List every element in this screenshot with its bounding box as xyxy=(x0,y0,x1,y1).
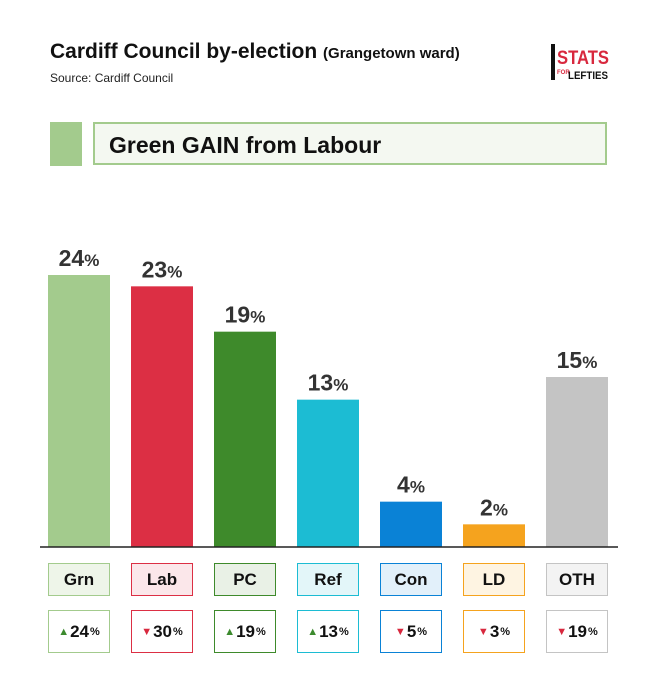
bar-value-suffix: % xyxy=(582,353,597,372)
bar-ld xyxy=(463,524,525,547)
change-suffix: % xyxy=(500,625,511,638)
bar-value-label: 19% xyxy=(225,302,266,328)
change-value: 5 xyxy=(406,621,417,641)
logo-bar xyxy=(551,44,555,80)
bar-value-number: 4 xyxy=(397,472,410,498)
bar-value-label: 4% xyxy=(397,472,425,498)
bar-value-number: 24 xyxy=(59,245,85,271)
logo-lefties: LEFTIES xyxy=(568,70,608,82)
change-suffix: % xyxy=(588,625,598,638)
bar-value-label: 24% xyxy=(59,245,100,271)
chart-title: Cardiff Council by-election (Grangetown … xyxy=(50,40,460,64)
bar-con xyxy=(380,501,442,547)
bar-value-suffix: % xyxy=(410,478,425,497)
banner-swatch xyxy=(50,122,82,166)
title-subtitle: (Grangetown ward) xyxy=(323,45,460,62)
change-suffix: % xyxy=(90,625,100,638)
change-value: 19 xyxy=(236,621,256,641)
party-label-pc: PC xyxy=(214,563,276,596)
change-value: 13 xyxy=(319,621,339,641)
source-note: Source: Cardiff Council xyxy=(50,71,174,85)
triangle-down-icon: ▼ xyxy=(477,625,489,638)
bar-grn xyxy=(48,275,110,547)
bar-value-number: 23 xyxy=(142,256,168,282)
title-main: Cardiff Council by-election xyxy=(50,40,318,63)
bar-value-suffix: % xyxy=(84,251,99,270)
triangle-up-icon: ▲ xyxy=(58,625,70,638)
change-suffix: % xyxy=(417,625,428,638)
banner-text: Green GAIN from Labour xyxy=(109,132,382,158)
change-box-ld: ▼ 3% xyxy=(463,610,525,653)
result-banner: Green GAIN from Labour xyxy=(93,122,607,165)
triangle-up-icon: ▲ xyxy=(307,625,319,638)
triangle-up-icon: ▲ xyxy=(224,625,236,638)
party-label-grn: Grn xyxy=(48,563,110,596)
bar-value-number: 15 xyxy=(557,347,583,373)
bar-value-label: 13% xyxy=(308,370,349,396)
bar-value-suffix: % xyxy=(167,262,182,281)
bar-pc xyxy=(214,331,276,547)
bar-value-number: 19 xyxy=(225,302,251,328)
change-suffix: % xyxy=(339,625,349,638)
logo-stats: STATS xyxy=(557,48,609,69)
party-label-ref: Ref xyxy=(297,563,359,596)
party-label-lab: Lab xyxy=(131,563,193,596)
bar-lab xyxy=(131,286,193,547)
change-value: 19 xyxy=(568,621,588,641)
change-box-grn: ▲ 24% xyxy=(48,610,110,653)
bar-value-suffix: % xyxy=(250,308,265,327)
change-box-ref: ▲ 13% xyxy=(297,610,359,653)
bar-value-label: 15% xyxy=(557,347,598,373)
stats-for-lefties-logo: STATS FOR LEFTIES xyxy=(551,44,609,82)
logo-for: FOR xyxy=(557,70,570,76)
triangle-down-icon: ▼ xyxy=(394,625,406,638)
bar-value-suffix: % xyxy=(333,376,348,395)
change-box-lab: ▼ 30% xyxy=(131,610,193,653)
triangle-down-icon: ▼ xyxy=(141,625,153,638)
party-label-ld: LD xyxy=(463,563,525,596)
change-box-pc: ▲ 19% xyxy=(214,610,276,653)
bar-ref xyxy=(297,399,359,547)
change-value: 3 xyxy=(489,621,500,641)
change-box-oth: ▼ 19% xyxy=(546,610,608,653)
change-box-con: ▼ 5% xyxy=(380,610,442,653)
vote-share-bar-chart: 24% 23%19%13%4%2%15% xyxy=(40,245,618,548)
change-suffix: % xyxy=(256,625,266,638)
party-label-con: Con xyxy=(380,563,442,596)
party-label-oth: OTH xyxy=(546,563,608,596)
bar-value-number: 2 xyxy=(480,494,493,520)
triangle-down-icon: ▼ xyxy=(556,625,568,638)
bar-value-label: 2% xyxy=(480,494,508,520)
bar-value-suffix: % xyxy=(493,500,508,519)
bar-value-number: 13 xyxy=(308,370,334,396)
change-value: 30 xyxy=(153,621,173,641)
bar-value-label: 23% xyxy=(142,256,183,282)
change-value: 24 xyxy=(70,621,90,641)
change-suffix: % xyxy=(173,625,183,638)
bar-oth xyxy=(546,377,608,547)
